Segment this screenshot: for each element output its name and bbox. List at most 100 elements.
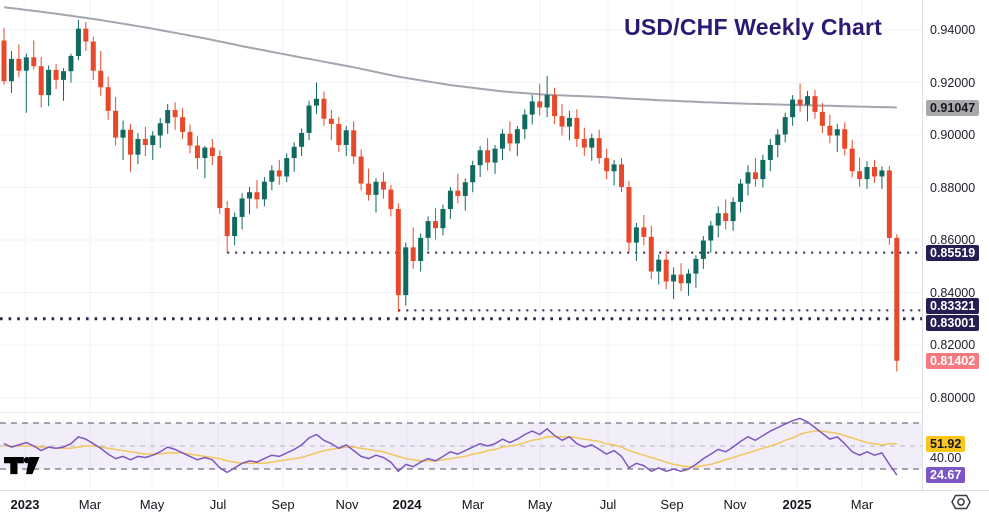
candle[interactable] <box>187 131 193 146</box>
candle[interactable] <box>380 181 386 190</box>
candle[interactable] <box>16 58 22 71</box>
candle[interactable] <box>671 274 677 282</box>
candle[interactable] <box>857 171 863 180</box>
time-axis[interactable]: 2023 Mar May Jul Sep Nov 2024 Mar May Jul Sep Nov 20… <box>0 490 989 515</box>
candle[interactable] <box>433 221 439 229</box>
candle[interactable] <box>842 129 848 149</box>
candle[interactable] <box>767 144 773 160</box>
candle[interactable] <box>507 133 513 144</box>
candle[interactable] <box>46 69 52 96</box>
candle[interactable] <box>61 71 67 80</box>
candle[interactable] <box>819 111 825 126</box>
candle[interactable] <box>499 133 505 149</box>
candle[interactable] <box>775 134 781 145</box>
candle[interactable] <box>864 167 870 180</box>
candle[interactable] <box>269 170 275 182</box>
candle[interactable] <box>544 95 550 108</box>
candle[interactable] <box>723 213 729 222</box>
candle[interactable] <box>462 182 468 196</box>
candle[interactable] <box>217 156 223 208</box>
candle[interactable] <box>291 146 297 159</box>
candle[interactable] <box>313 98 319 106</box>
candle[interactable] <box>172 110 178 118</box>
candle[interactable] <box>261 181 267 200</box>
candle[interactable] <box>633 227 639 243</box>
candle[interactable] <box>447 190 453 210</box>
candle[interactable] <box>745 172 751 184</box>
candle[interactable] <box>574 117 580 139</box>
candle[interactable] <box>1 40 7 82</box>
candle[interactable] <box>157 123 163 136</box>
candle[interactable] <box>135 138 141 155</box>
candle[interactable] <box>224 207 230 237</box>
candle[interactable] <box>894 237 900 361</box>
candle[interactable] <box>418 237 424 261</box>
candle[interactable] <box>790 99 796 118</box>
candle[interactable] <box>202 147 208 159</box>
rsi-indicator-pane[interactable] <box>0 412 922 490</box>
candle[interactable] <box>522 114 528 130</box>
candle[interactable] <box>90 41 96 71</box>
candle[interactable] <box>834 129 840 136</box>
candle[interactable] <box>23 57 29 71</box>
candle[interactable] <box>812 96 818 112</box>
candle[interactable] <box>730 201 736 222</box>
candle[interactable] <box>886 170 892 238</box>
candle[interactable] <box>485 150 491 163</box>
candle[interactable] <box>752 172 758 180</box>
candle[interactable] <box>648 236 654 272</box>
candle[interactable] <box>38 66 44 96</box>
candle[interactable] <box>373 181 379 195</box>
candle[interactable] <box>284 158 290 177</box>
candle[interactable] <box>552 95 558 117</box>
main-price-pane[interactable]: USD/CHF Weekly Chart <box>0 0 922 412</box>
candle[interactable] <box>514 129 520 144</box>
candle[interactable] <box>351 130 357 157</box>
candle[interactable] <box>336 123 342 145</box>
candle[interactable] <box>388 189 394 210</box>
candle[interactable] <box>589 138 595 148</box>
candle[interactable] <box>328 118 334 124</box>
candle[interactable] <box>738 183 744 202</box>
tradingview-logo-icon[interactable] <box>4 456 40 476</box>
candle[interactable] <box>492 148 498 163</box>
candle[interactable] <box>827 125 833 136</box>
candle[interactable] <box>641 227 647 237</box>
candle[interactable] <box>871 167 877 177</box>
candle[interactable] <box>477 150 483 166</box>
candle[interactable] <box>209 147 215 156</box>
candle[interactable] <box>425 221 431 238</box>
candle[interactable] <box>797 99 803 105</box>
candle[interactable] <box>566 117 572 127</box>
candle[interactable] <box>470 165 476 183</box>
candle[interactable] <box>321 98 327 119</box>
candle[interactable] <box>715 213 721 226</box>
candle[interactable] <box>537 101 543 108</box>
candle[interactable] <box>299 132 305 147</box>
candle[interactable] <box>150 135 156 145</box>
candle[interactable] <box>105 87 111 111</box>
candle[interactable] <box>782 117 788 135</box>
candle[interactable] <box>678 274 684 284</box>
candle[interactable] <box>113 110 119 138</box>
candle[interactable] <box>663 259 669 282</box>
candle[interactable] <box>395 209 401 296</box>
candle[interactable] <box>254 192 260 200</box>
candle[interactable] <box>596 138 602 159</box>
candle[interactable] <box>410 247 416 261</box>
candle[interactable] <box>120 129 126 138</box>
candle[interactable] <box>559 116 565 127</box>
candle[interactable] <box>358 156 364 184</box>
candle[interactable] <box>306 105 312 133</box>
candle[interactable] <box>366 183 372 195</box>
candle[interactable] <box>127 129 133 155</box>
candle[interactable] <box>180 117 186 132</box>
price-axis[interactable]: 0.94000 0.92000 0.90000 0.88000 0.86000 0.840… <box>922 0 989 490</box>
candle[interactable] <box>75 28 81 56</box>
candle[interactable] <box>685 273 691 284</box>
candle[interactable] <box>879 170 885 177</box>
candle[interactable] <box>276 170 282 177</box>
candle[interactable] <box>529 101 535 115</box>
candle[interactable] <box>805 96 811 105</box>
candle[interactable] <box>142 138 148 145</box>
